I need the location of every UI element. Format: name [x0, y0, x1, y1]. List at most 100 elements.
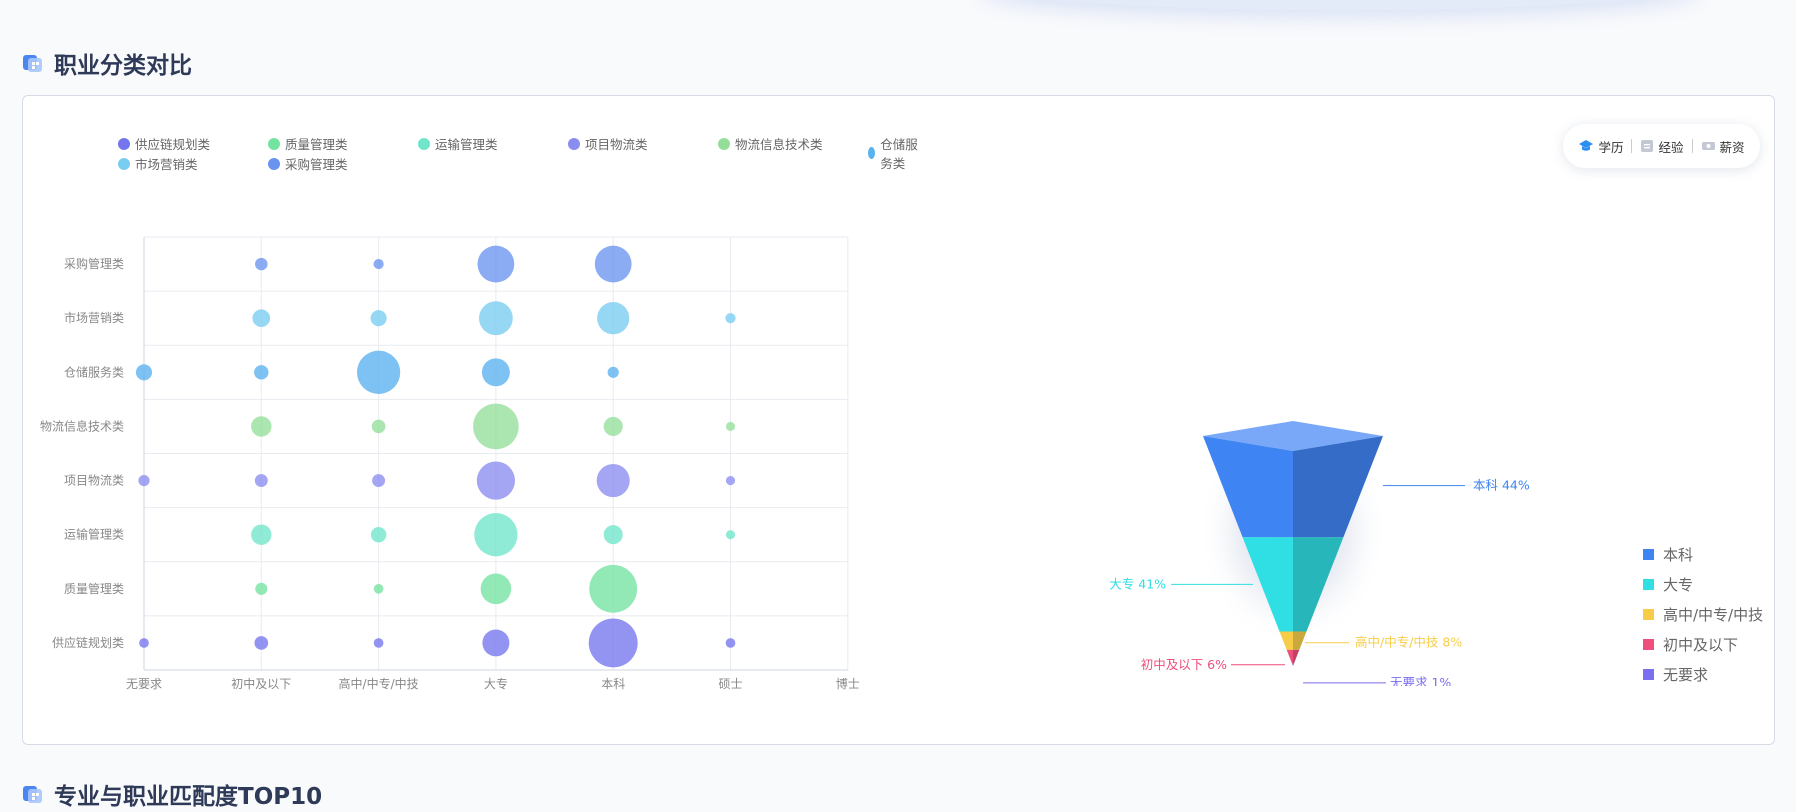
funnel-slice[interactable] — [1286, 649, 1300, 664]
bubble-point[interactable] — [603, 416, 623, 436]
funnel-label: 高中/中专/中技 8% — [1305, 635, 1462, 650]
funnel-legend-item[interactable]: 无要求 — [1643, 659, 1763, 689]
bubble-point[interactable] — [254, 474, 268, 488]
legend-label: 质量管理类 — [285, 137, 348, 152]
dimension-toggle: 学历 经验 薪资 — [1563, 124, 1760, 168]
legend-dot — [868, 147, 876, 159]
legend-label: 采购管理类 — [285, 157, 348, 172]
bubble-point[interactable] — [251, 416, 272, 437]
bubble-point[interactable] — [589, 564, 638, 613]
bubble-point[interactable] — [371, 419, 386, 434]
bubble-point[interactable] — [597, 302, 630, 335]
bubble-point[interactable] — [255, 257, 268, 271]
bubble-point[interactable] — [478, 301, 513, 336]
bubble-point[interactable] — [254, 365, 269, 380]
funnel-slice[interactable] — [1279, 631, 1307, 650]
legend-item[interactable]: 物流信息技术类 — [718, 134, 823, 153]
bubble-point[interactable] — [480, 573, 512, 605]
bubble-point[interactable] — [476, 461, 515, 500]
legend-item[interactable]: 供应链规划类 — [118, 134, 210, 153]
legend-item[interactable]: 运输管理类 — [418, 134, 498, 153]
bubble-point[interactable] — [254, 636, 269, 650]
bubble-point[interactable] — [373, 258, 384, 270]
funnel-legend-swatch — [1643, 608, 1654, 620]
x-tick-label: 初中及以下 — [231, 676, 291, 691]
bubble-point[interactable] — [251, 524, 272, 545]
bubble-point[interactable] — [481, 358, 510, 387]
funnel-slice[interactable] — [1242, 537, 1344, 632]
bubble-point[interactable] — [725, 530, 736, 540]
legend-dot — [118, 157, 130, 170]
funnel-slice-left — [1292, 663, 1293, 666]
bubble-series — [255, 245, 632, 283]
legend-label: 物流信息技术类 — [735, 137, 823, 152]
y-tick-label: 物流信息技术类 — [40, 418, 124, 433]
toggle-experience[interactable]: 经验 — [1640, 137, 1684, 156]
section-title-text: 专业与职业匹配度TOP10 — [54, 784, 323, 810]
toggle-experience-label: 经验 — [1658, 139, 1684, 155]
bubble-point[interactable] — [373, 583, 384, 594]
funnel-slice[interactable] — [1292, 663, 1294, 666]
toggle-salary-label: 薪资 — [1719, 139, 1745, 155]
legend-item[interactable]: 仓储服务类 — [868, 134, 918, 172]
legend-dot — [718, 137, 730, 150]
bubble-point[interactable] — [725, 421, 736, 431]
section-title-match: 专业与职业匹配度TOP10 — [22, 777, 322, 811]
bubble-point[interactable] — [603, 525, 623, 545]
education-bubble-chart: 无要求 初中及以下 高中/中专/中技 大专 本科 硕士 博士 供应链规划类 质量管理类 运输管理类… — [40, 236, 860, 691]
legend-item[interactable]: 项目物流类 — [568, 134, 648, 153]
funnel-legend-swatch — [1643, 668, 1654, 680]
bubble-point[interactable] — [372, 474, 386, 488]
y-tick-label: 运输管理类 — [64, 527, 124, 542]
toggle-divider — [1691, 139, 1693, 153]
bubble-point[interactable] — [594, 245, 632, 283]
bubble-point[interactable] — [138, 474, 150, 487]
funnel-legend-item[interactable]: 本科 — [1643, 539, 1763, 569]
bubble-point[interactable] — [252, 309, 271, 328]
bubble-point[interactable] — [139, 638, 149, 648]
funnel-legend-item[interactable]: 初中及以下 — [1643, 629, 1763, 659]
legend-dot — [568, 137, 580, 150]
bubble-point[interactable] — [596, 464, 630, 498]
bubble-point[interactable] — [370, 310, 387, 327]
funnel-slice-left — [1242, 537, 1293, 632]
legend-item[interactable]: 采购管理类 — [268, 154, 348, 173]
bubble-point[interactable] — [135, 364, 153, 381]
legend-dot — [268, 137, 280, 150]
toggle-salary[interactable]: 薪资 — [1701, 137, 1745, 156]
funnel-slice-right — [1293, 537, 1344, 632]
bubble-series — [252, 301, 736, 336]
legend-item[interactable]: 质量管理类 — [268, 134, 348, 153]
education-funnel-chart: 本科 44% 大专 41% 高中/中专/中技 8% 初中及以下 6% 无要求 1% — [1109, 416, 1530, 686]
bubble-point[interactable] — [373, 638, 384, 648]
legend-item[interactable]: 市场营销类 — [118, 154, 198, 173]
funnel-legend-item[interactable]: 大专 — [1643, 569, 1763, 599]
legend-label: 仓储服务类 — [880, 137, 918, 171]
bubble-point[interactable] — [607, 366, 619, 378]
funnel-slice[interactable] — [1203, 436, 1383, 538]
legend-label: 供应链规划类 — [135, 137, 211, 152]
funnel-legend-label: 大专 — [1663, 575, 1694, 594]
funnel-slice-right — [1293, 649, 1300, 664]
funnel-legend-label: 初中及以下 — [1663, 635, 1739, 654]
bubble-point[interactable] — [588, 618, 638, 668]
bubble-point[interactable] — [356, 350, 401, 394]
bubble-point[interactable] — [474, 513, 518, 557]
funnel-slice-left — [1203, 436, 1293, 538]
bubble-point[interactable] — [725, 313, 736, 324]
toggle-education[interactable]: 学历 — [1578, 137, 1623, 156]
funnel-label-text: 初中及以下 6% — [1141, 657, 1227, 672]
bubble-point[interactable] — [255, 582, 268, 595]
bubble-point[interactable] — [725, 476, 736, 486]
bubble-point[interactable] — [477, 245, 515, 283]
funnel-label-text: 无要求 1% — [1390, 675, 1451, 686]
bubble-point[interactable] — [370, 526, 387, 543]
bubble-point[interactable] — [473, 403, 519, 450]
x-tick-label: 本科 — [601, 677, 625, 691]
occupation-chart-card: 供应链规划类 质量管理类 运输管理类 项目物流类 物流信息技术类 仓储服务类 市场营销类 采购… — [22, 95, 1775, 745]
funnel-legend-swatch — [1643, 578, 1654, 590]
funnel-label: 本科 44% — [1383, 478, 1530, 493]
bubble-point[interactable] — [482, 629, 510, 657]
bubble-point[interactable] — [725, 638, 736, 648]
funnel-legend-item[interactable]: 高中/中专/中技 — [1643, 599, 1763, 629]
